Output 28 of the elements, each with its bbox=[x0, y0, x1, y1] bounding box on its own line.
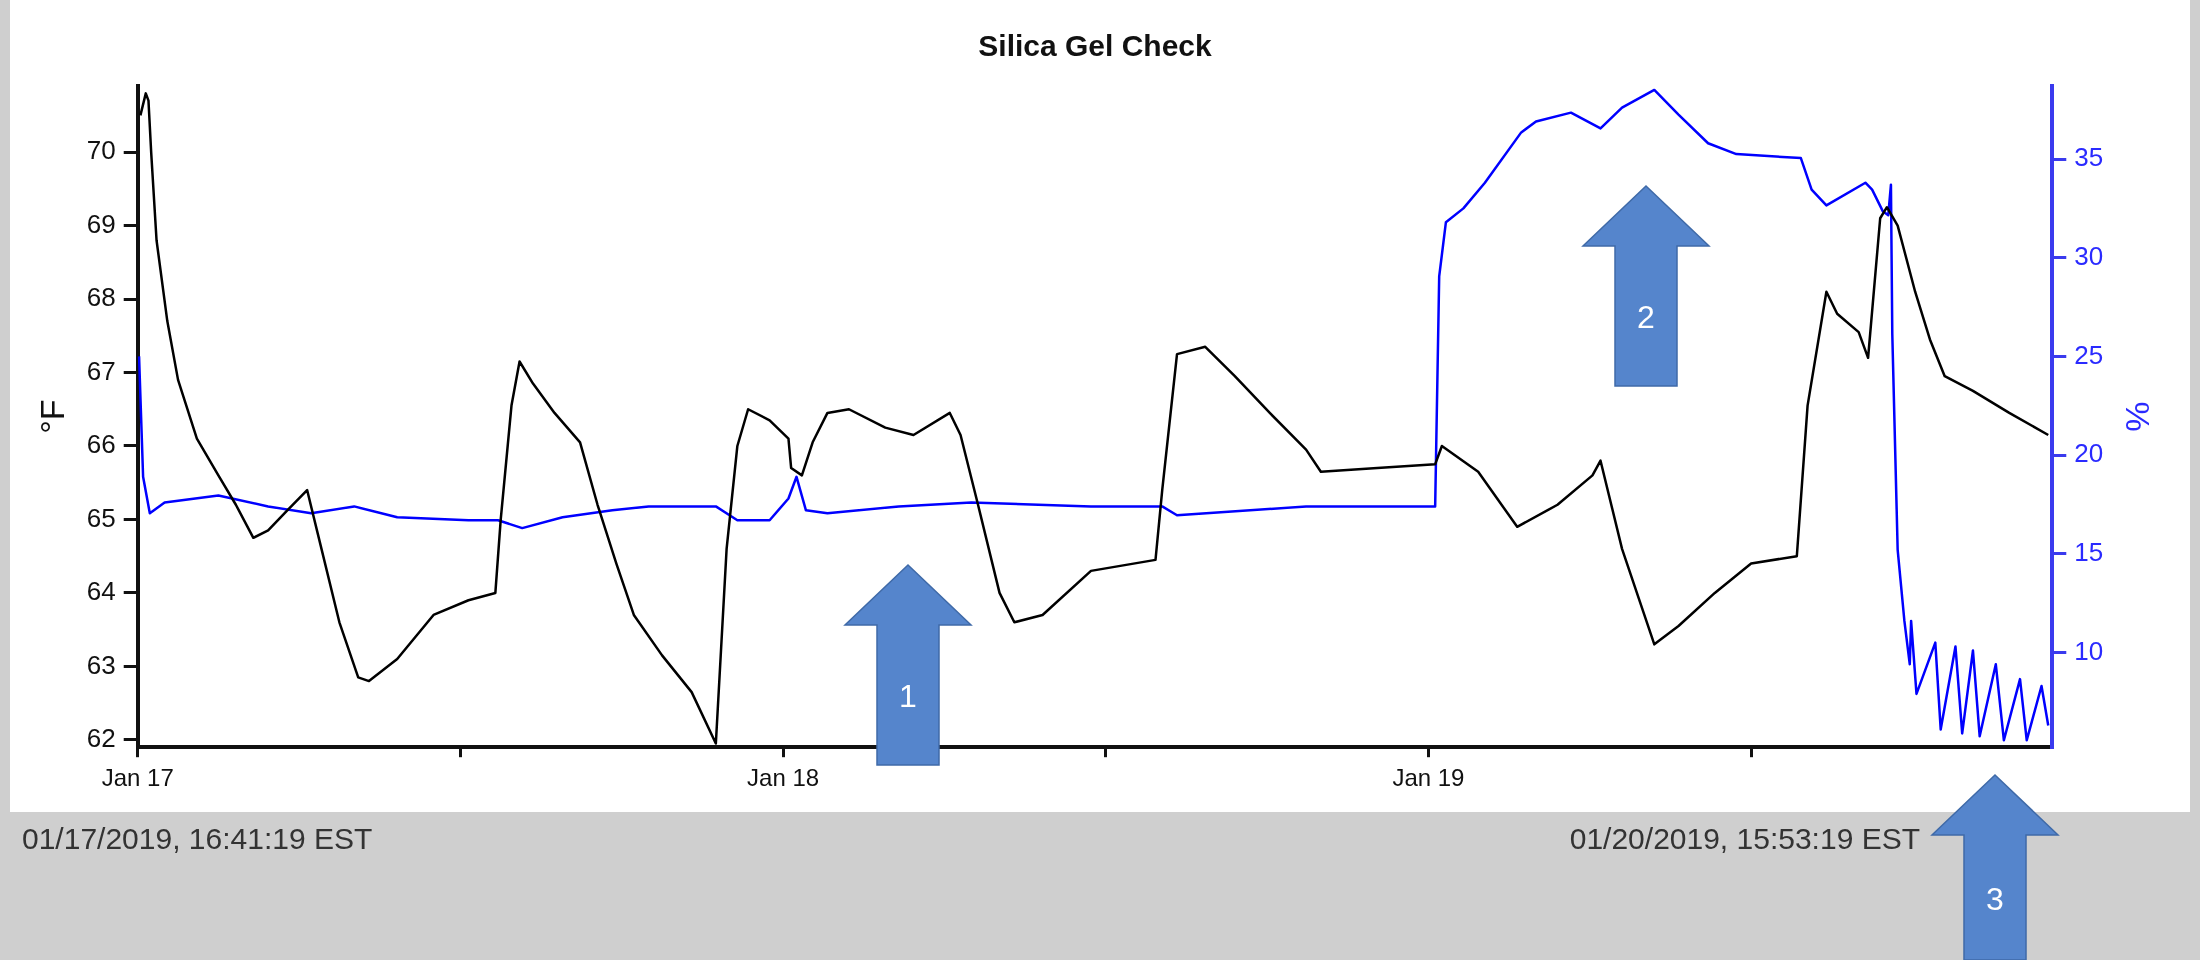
arrow-icon: 3 bbox=[1932, 775, 2058, 960]
y2-tick-label: 10 bbox=[2074, 635, 2104, 666]
y-tick-label: 64 bbox=[86, 576, 116, 607]
arrow-icon: 1 bbox=[845, 565, 971, 765]
y2-tick-label: 25 bbox=[2074, 339, 2104, 370]
y2-tick-label: 15 bbox=[2074, 536, 2104, 567]
text: 01/17/2019, 16:41:19 EST bbox=[22, 822, 373, 856]
y2-tick-label: 30 bbox=[2074, 240, 2104, 271]
annotation: 1 bbox=[899, 678, 917, 714]
y2-tick-label: 35 bbox=[2074, 142, 2104, 173]
x-tick-label: Jan 19 bbox=[1392, 764, 1465, 792]
y-tick-label: 67 bbox=[86, 355, 116, 386]
y-tick-label: 66 bbox=[86, 429, 116, 460]
x-tick-label: Jan 17 bbox=[101, 764, 174, 792]
y2-tick-label: 20 bbox=[2074, 438, 2104, 469]
y2-axis-title: % bbox=[2119, 401, 2158, 432]
y-tick-label: 62 bbox=[86, 723, 116, 754]
y-tick-label: 69 bbox=[86, 208, 116, 239]
y-tick-label: 63 bbox=[86, 649, 116, 680]
y-tick-label: 68 bbox=[86, 282, 116, 313]
chart-title: Silica Gel Check bbox=[978, 29, 1213, 63]
annotation: 2 bbox=[1637, 299, 1655, 335]
y-tick-label: 70 bbox=[86, 135, 116, 166]
text: 01/20/2019, 15:53:19 EST bbox=[1569, 822, 1920, 856]
arrow-icon: 2 bbox=[1583, 186, 1709, 386]
x-tick-label: Jan 18 bbox=[747, 764, 820, 792]
y-axis-title: °F bbox=[32, 399, 71, 434]
y-tick-label: 65 bbox=[86, 502, 116, 533]
